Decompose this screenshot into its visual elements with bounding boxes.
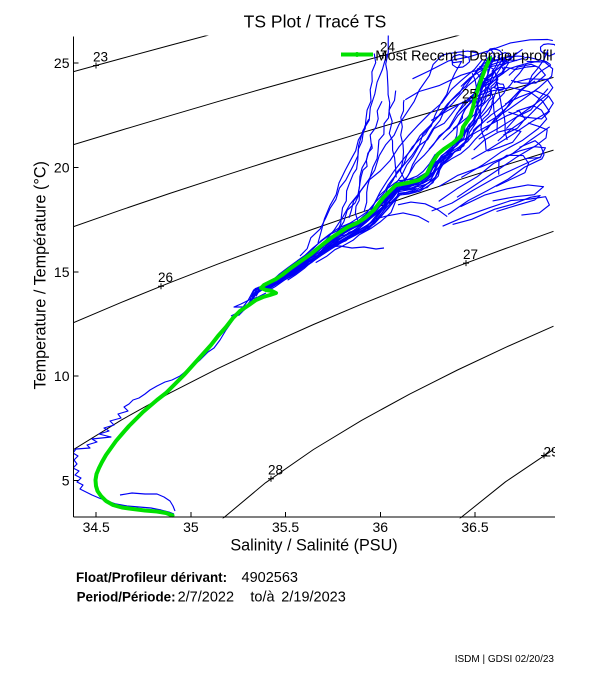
svg-text:35: 35 xyxy=(183,519,199,535)
svg-text:29: 29 xyxy=(544,445,559,460)
svg-text:Salinity / Salinité (PSU): Salinity / Salinité (PSU) xyxy=(230,536,397,554)
svg-text:ISDM | GDSI 02/20/23: ISDM | GDSI 02/20/23 xyxy=(455,654,555,665)
svg-text:25: 25 xyxy=(54,55,70,71)
svg-text:15: 15 xyxy=(54,264,70,280)
svg-text:4902563: 4902563 xyxy=(242,570,298,586)
svg-text:Most Recent | Dernier profil: Most Recent | Dernier profil xyxy=(375,49,552,65)
svg-text:34.5: 34.5 xyxy=(83,519,110,535)
svg-text:2/7/2022: 2/7/2022 xyxy=(178,590,234,606)
svg-text:28: 28 xyxy=(268,463,283,478)
svg-text:23: 23 xyxy=(93,50,108,65)
svg-text:36.5: 36.5 xyxy=(461,519,488,535)
svg-text:2/19/2023: 2/19/2023 xyxy=(281,590,346,606)
svg-text:Period/Période:: Period/Période: xyxy=(77,590,176,605)
svg-text:20: 20 xyxy=(54,159,70,175)
svg-text:24: 24 xyxy=(380,40,396,55)
svg-text:to/à: to/à xyxy=(250,590,275,606)
svg-text:Temperature / Température (°C): Temperature / Température (°C) xyxy=(32,161,50,389)
svg-text:36: 36 xyxy=(373,519,389,535)
svg-text:26: 26 xyxy=(158,270,173,285)
svg-text:10: 10 xyxy=(54,368,70,384)
svg-text:35.5: 35.5 xyxy=(272,519,299,535)
svg-text:5: 5 xyxy=(62,473,70,489)
svg-text:27: 27 xyxy=(463,247,478,262)
svg-text:Float/Profileur dérivant:: Float/Profileur dérivant: xyxy=(76,570,227,585)
svg-text:TS Plot / Tracé TS: TS Plot / Tracé TS xyxy=(244,12,387,32)
svg-text:25: 25 xyxy=(462,86,477,101)
